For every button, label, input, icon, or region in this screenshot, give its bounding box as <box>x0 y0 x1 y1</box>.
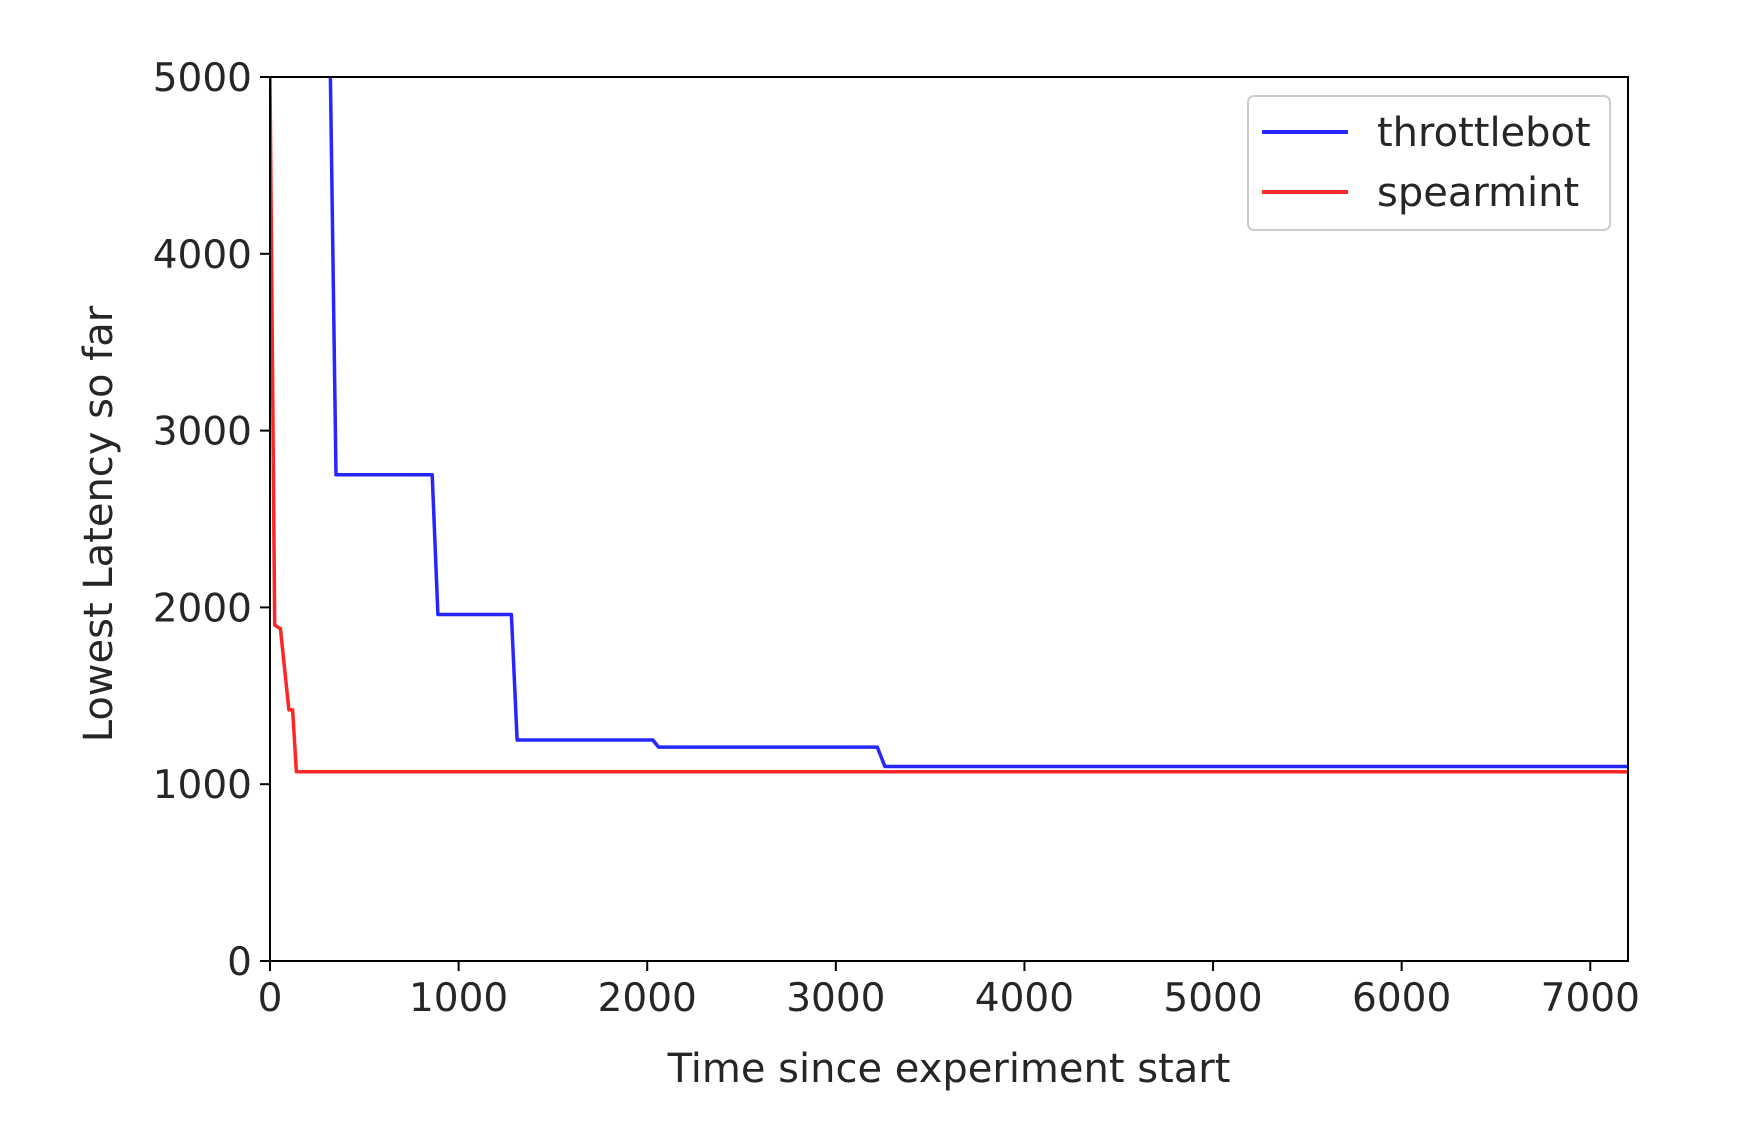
legend-label-throttlebot: throttlebot <box>1377 110 1591 156</box>
series-line-throttlebot <box>328 77 1628 769</box>
y-tick-label: 5000 <box>153 56 252 101</box>
series-line-spearmint <box>270 77 1628 774</box>
legend: throttlebot spearmint <box>1247 95 1611 231</box>
y-tick-label: 0 <box>227 940 252 985</box>
x-tick-label: 6000 <box>1352 976 1451 1021</box>
y-tick-label: 2000 <box>153 586 252 631</box>
x-tick-label: 0 <box>258 976 283 1021</box>
x-axis-title: Time since experiment start <box>667 1046 1231 1092</box>
x-axis-ticks: 0 1000 2000 3000 4000 5000 6000 7000 <box>258 961 1640 1021</box>
y-axis-ticks: 0 1000 2000 3000 4000 5000 <box>153 56 270 985</box>
plot-marks <box>270 77 1628 774</box>
y-tick-label: 1000 <box>153 763 252 808</box>
plot-frame <box>269 76 1629 962</box>
y-tick-label: 3000 <box>153 410 252 455</box>
x-tick-label: 3000 <box>786 976 885 1021</box>
y-tick-label: 4000 <box>153 233 252 278</box>
legend-box <box>1247 95 1611 231</box>
x-tick-label: 5000 <box>1163 976 1262 1021</box>
x-tick-label: 4000 <box>975 976 1074 1021</box>
x-tick-label: 2000 <box>598 976 697 1021</box>
x-tick-label: 7000 <box>1541 976 1640 1021</box>
legend-label-spearmint: spearmint <box>1377 170 1579 216</box>
y-axis-title: Lowest Latency so far <box>76 305 122 742</box>
x-tick-label: 1000 <box>409 976 508 1021</box>
